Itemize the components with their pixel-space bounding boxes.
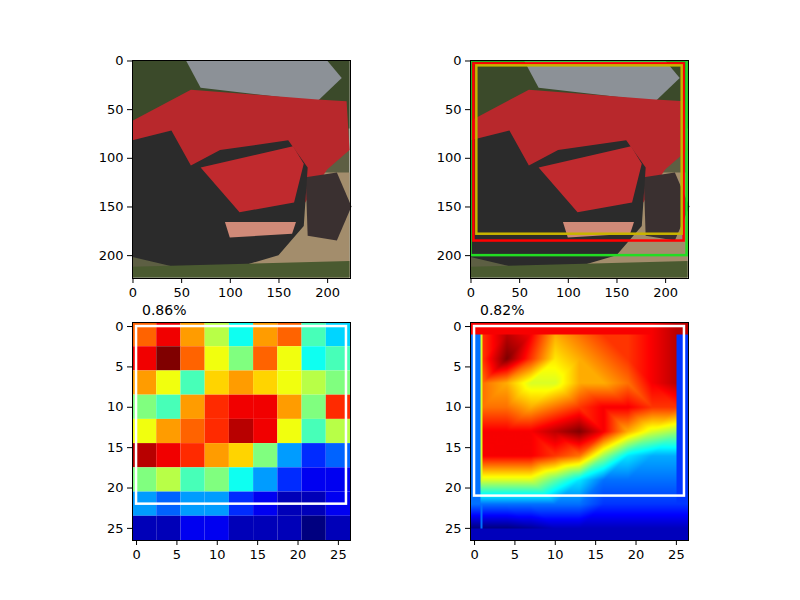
svg-text:50: 50 xyxy=(511,285,528,300)
svg-text:0: 0 xyxy=(132,547,140,562)
html-text:0.86%: 0.86% xyxy=(142,302,187,318)
html-text:0.82%: 0.82% xyxy=(480,302,525,318)
svg-text:15: 15 xyxy=(249,547,266,562)
svg-text:10: 10 xyxy=(107,399,124,414)
svg-text:0: 0 xyxy=(453,319,461,334)
svg-text:25: 25 xyxy=(330,547,347,562)
svg-text:150: 150 xyxy=(267,285,292,300)
svg-text:5: 5 xyxy=(173,547,181,562)
svg-text:50: 50 xyxy=(173,285,190,300)
svg-text:20: 20 xyxy=(628,547,645,562)
svg-text:0: 0 xyxy=(470,547,478,562)
svg-text:100: 100 xyxy=(218,285,243,300)
svg-text:0: 0 xyxy=(453,53,461,68)
svg-text:150: 150 xyxy=(437,199,462,214)
svg-text:0: 0 xyxy=(115,319,123,334)
svg-text:25: 25 xyxy=(445,521,462,536)
svg-text:15: 15 xyxy=(107,440,124,455)
svg-text:15: 15 xyxy=(445,440,462,455)
svg-text:200: 200 xyxy=(437,248,462,263)
svg-text:0: 0 xyxy=(467,285,475,300)
svg-text:10: 10 xyxy=(445,399,462,414)
svg-text:10: 10 xyxy=(547,547,564,562)
svg-text:5: 5 xyxy=(453,359,461,374)
svg-text:20: 20 xyxy=(290,547,307,562)
svg-text:0: 0 xyxy=(115,53,123,68)
svg-text:20: 20 xyxy=(445,480,462,495)
svg-text:50: 50 xyxy=(445,102,462,117)
svg-text:150: 150 xyxy=(605,285,630,300)
svg-text:0: 0 xyxy=(129,285,137,300)
svg-text:20: 20 xyxy=(107,480,124,495)
svg-text:150: 150 xyxy=(99,199,124,214)
svg-text:50: 50 xyxy=(107,102,124,117)
svg-text:15: 15 xyxy=(587,547,604,562)
svg-text:100: 100 xyxy=(556,285,581,300)
svg-text:25: 25 xyxy=(668,547,685,562)
svg-text:200: 200 xyxy=(315,285,340,300)
svg-text:200: 200 xyxy=(99,248,124,263)
svg-text:200: 200 xyxy=(653,285,678,300)
svg-text:5: 5 xyxy=(115,359,123,374)
svg-text:100: 100 xyxy=(99,150,124,165)
svg-text:5: 5 xyxy=(511,547,519,562)
svg-text:100: 100 xyxy=(437,150,462,165)
svg-text:25: 25 xyxy=(107,521,124,536)
svg-text:10: 10 xyxy=(209,547,226,562)
